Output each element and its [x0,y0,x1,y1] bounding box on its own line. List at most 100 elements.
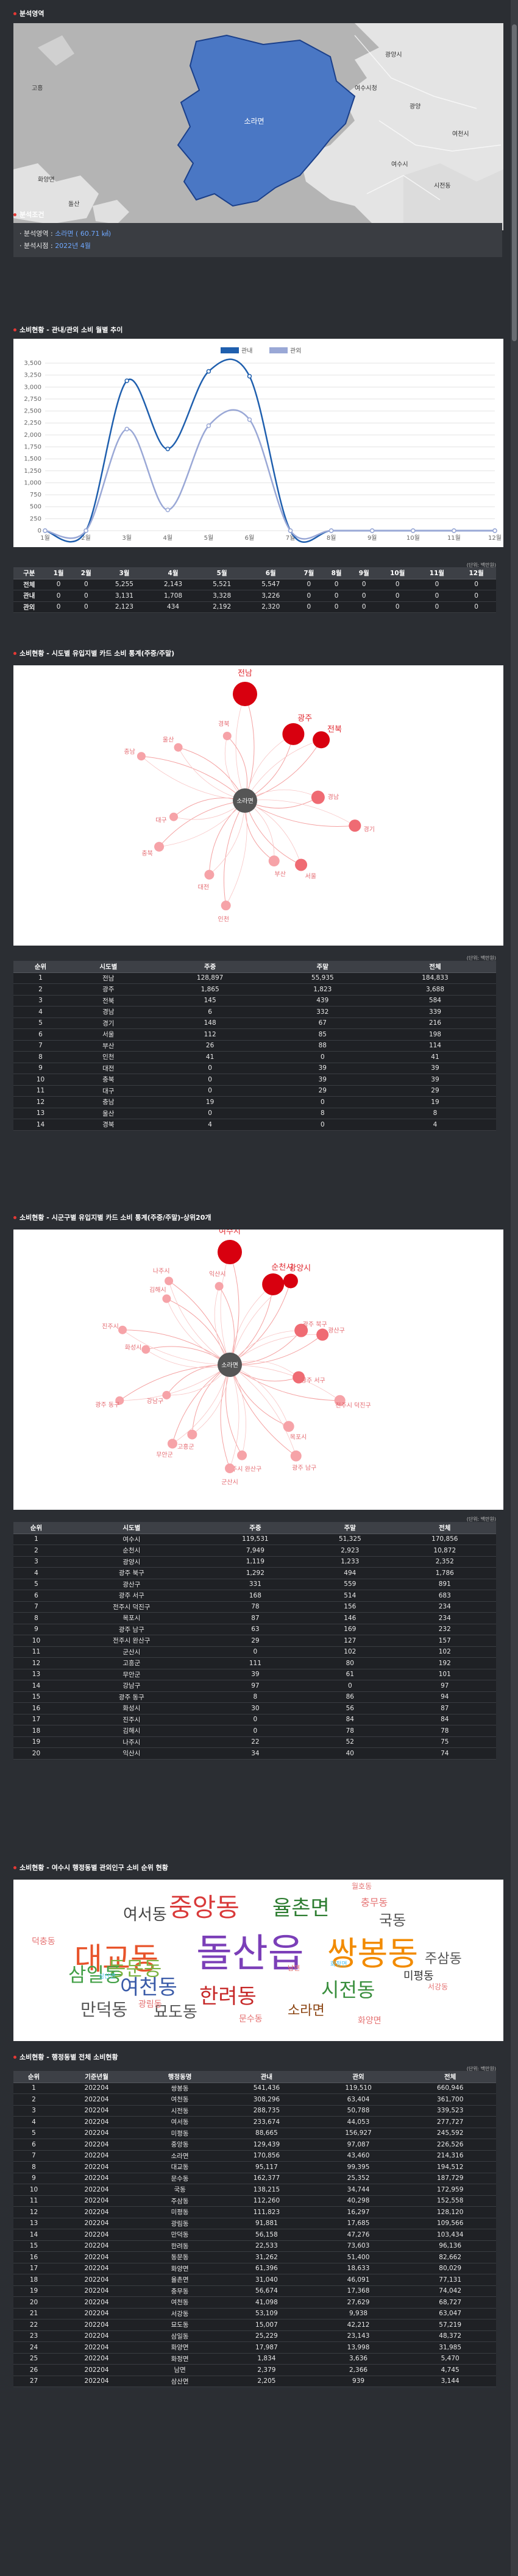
center-node[interactable] [233,788,257,813]
region-node[interactable] [283,1273,298,1289]
dong-word[interactable]: 묘도동 [154,2003,197,2022]
table-row: 6 서울 112 85 198 [13,1028,496,1041]
region-node[interactable] [174,743,183,752]
dong-word[interactable]: 한려동 [199,1984,257,2009]
region-node[interactable] [118,1325,127,1334]
data-point[interactable] [369,528,375,533]
data-point[interactable] [247,417,252,422]
region-node[interactable] [283,1421,294,1432]
data-point[interactable] [411,528,416,533]
region-node[interactable] [268,855,280,867]
map-view[interactable]: 광양시 여수시청 광양 여천시 여수시 시전동 화양면 돌산 고흥 소라면 [13,23,503,230]
scrollbar-thumb[interactable] [512,24,517,341]
dong-word[interactable]: 화정면 [330,1961,347,1968]
legend-label: 관내 [241,347,252,355]
region-node[interactable] [313,731,330,749]
data-point[interactable] [247,373,252,379]
region-node[interactable] [162,1294,171,1303]
table-cell: 52 [307,1736,394,1748]
dong-word[interactable]: 서강동 [428,1983,449,1991]
dong-word[interactable]: 시전동 [321,1978,375,2001]
page-scrollbar[interactable] [511,0,518,2576]
data-point[interactable] [124,426,129,431]
flow-edge [122,1329,230,1365]
region-node[interactable] [293,1371,305,1384]
dong-word[interactable]: 화양면 [358,2016,381,2026]
dong-word[interactable]: 덕충동 [32,1937,55,1947]
region-node[interactable] [167,1438,177,1449]
region-node[interactable] [262,1273,285,1295]
region-node[interactable] [237,1450,247,1460]
region-node[interactable] [215,1282,224,1291]
dong-word[interactable]: 미평동 [403,1970,434,1983]
dong-word[interactable]: 소라면 [288,2003,325,2019]
region-node[interactable] [225,1463,235,1473]
region-node[interactable] [115,1396,124,1405]
region-node[interactable] [169,812,179,821]
dong-word[interactable]: 대교동 [74,1941,158,1976]
dong-word[interactable]: 문수동 [239,2014,263,2024]
region-node[interactable] [137,752,146,761]
data-point[interactable] [124,378,129,383]
dong-word[interactable]: 충무동 [361,1897,388,1908]
table-row: 15 광주 동구 8 86 94 [13,1691,496,1703]
dong-word[interactable]: 중앙동 [169,1892,239,1922]
region-node[interactable] [290,1450,302,1462]
data-point[interactable] [452,528,456,533]
region-node-label: 전주시 덕진구 [335,1402,371,1409]
data-point[interactable] [43,528,48,533]
x-tick-label: 12월 [488,534,502,542]
dong-word[interactable]: 쌍봉동 [327,1934,419,1973]
dong-word[interactable]: 월호동 [352,1882,372,1891]
region-node[interactable] [187,1429,197,1440]
data-point[interactable] [328,528,334,533]
region-node[interactable] [165,1276,174,1286]
region-polygon[interactable] [177,34,356,207]
dong-word[interactable]: 율촌면 [272,1896,330,1920]
data-point[interactable] [165,508,171,512]
region-node[interactable] [349,819,361,832]
region-node[interactable] [141,1345,151,1354]
dong-word[interactable]: 동문동 [108,1957,162,1980]
region-node[interactable] [162,1390,171,1399]
dong-word[interactable]: 여천동 [120,1975,177,2000]
flow-edge [244,693,255,801]
region-node[interactable] [334,1395,346,1406]
region-node[interactable] [295,858,308,871]
dong-word[interactable]: 만덕동 [80,2000,128,2020]
data-point[interactable] [492,528,497,533]
data-point[interactable] [83,528,88,533]
dong-word[interactable]: 돌산읍 [196,1931,304,1976]
dong-word[interactable]: 삼산면 [99,1973,116,1980]
table-cell: 23,143 [312,2330,405,2342]
region-node[interactable] [233,682,257,706]
data-point[interactable] [206,369,211,374]
region-node[interactable] [204,869,215,880]
data-point[interactable] [165,447,171,451]
region-node[interactable] [221,901,231,911]
dong-word[interactable]: 남면 [288,1964,300,1972]
center-node[interactable] [218,1353,242,1377]
table-row: 13 울산 0 8 8 [13,1108,496,1119]
region-node[interactable] [294,1323,308,1337]
dong-word[interactable]: 삼일동 [68,1963,122,1986]
dong-word[interactable]: 국동 [379,1912,406,1929]
table-cell: 0 [149,1108,271,1119]
region-node[interactable] [154,841,165,852]
table-cell: 1,786 [393,1567,496,1579]
table-cell: 559 [307,1579,394,1590]
dong-word[interactable]: 여서동 [123,1906,167,1924]
region-node[interactable] [311,790,325,804]
dong-word[interactable]: 광림동 [138,2000,162,2009]
table-cell: 0 [307,1680,394,1692]
region-node[interactable] [316,1328,329,1341]
dong-word[interactable]: 주삼동 [425,1951,462,1967]
table-cell: 42,212 [312,2319,405,2331]
region-node[interactable] [218,1240,242,1264]
table-cell: 85 [271,1028,374,1041]
table-cell: 87 [393,1702,496,1714]
region-node[interactable] [222,731,232,740]
region-node[interactable] [282,723,305,745]
data-point[interactable] [206,423,211,428]
data-point[interactable] [288,528,293,533]
